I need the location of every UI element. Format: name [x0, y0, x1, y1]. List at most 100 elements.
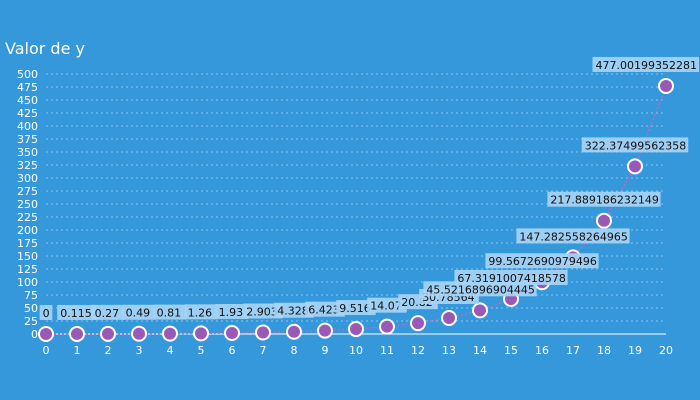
data-point — [379, 318, 395, 335]
y-tick-label: 400 — [17, 120, 38, 133]
data-label: 67.3191007418578 — [457, 272, 565, 285]
data-label: 9.516 — [339, 302, 371, 315]
y-tick-label: 225 — [17, 211, 38, 224]
data-label: 147.282558264965 — [519, 230, 627, 243]
data-label: 0.27 — [95, 307, 120, 320]
data-label: 477.00199352281 — [596, 59, 697, 72]
y-tick-label: 0 — [31, 328, 38, 341]
x-tick-label: 11 — [380, 344, 394, 357]
data-labels: 0 0.115 0.27 0.49 0.81 1.26 1.93 2.903 4.328 6.42… — [39, 56, 699, 320]
data-label-box — [215, 303, 249, 319]
data-label-box — [274, 302, 314, 318]
y-tick-label: 75 — [24, 289, 38, 302]
x-tick-label: 17 — [566, 344, 580, 357]
data-label-box — [547, 191, 661, 207]
y-tick-label: 325 — [17, 159, 38, 172]
data-label-box — [485, 253, 599, 269]
x-tick-label: 14 — [473, 344, 487, 357]
data-label: 4.328 — [277, 305, 309, 318]
data-label-box — [243, 303, 283, 319]
data-label-box — [57, 304, 97, 320]
data-label: 322.37499562358 — [585, 139, 686, 152]
y-tick-label: 100 — [17, 276, 38, 289]
data-label: 2.903 — [246, 305, 278, 318]
data-point — [131, 325, 147, 342]
x-tick-label: 18 — [597, 344, 611, 357]
data-label: 45.5216896904445 — [426, 283, 534, 296]
data-label: 217.889186232149 — [550, 194, 658, 207]
y-tick-label: 275 — [17, 185, 38, 198]
data-point — [224, 324, 240, 341]
x-tick-label: 19 — [628, 344, 642, 357]
y-tick-label: 500 — [17, 68, 38, 81]
data-label-box — [39, 305, 53, 320]
chart-title: Valor de y — [5, 39, 85, 58]
y-tick-label: 375 — [17, 133, 38, 146]
y-tick-label: 50 — [24, 302, 38, 315]
x-tick-label: 1 — [74, 344, 81, 357]
data-point — [69, 325, 85, 342]
x-tick-label: 3 — [136, 344, 143, 357]
x-tick-label: 16 — [535, 344, 549, 357]
data-label-box — [336, 300, 376, 316]
data-label-box — [153, 304, 187, 320]
data-point — [100, 325, 116, 342]
data-label: 0.115 — [60, 307, 92, 320]
data-point — [162, 325, 178, 342]
y-tick-label: 300 — [17, 172, 38, 185]
data-label-box — [592, 56, 699, 72]
data-point — [38, 326, 54, 342]
data-point — [410, 315, 426, 332]
y-tick-label: 25 — [24, 315, 38, 328]
data-point — [286, 323, 302, 340]
y-tick-label: 250 — [17, 198, 38, 211]
x-tick-label: 8 — [291, 344, 298, 357]
y-tick-label: 175 — [17, 237, 38, 250]
data-label-box — [581, 137, 689, 153]
data-label: 0 — [43, 307, 50, 320]
y-tick-label: 200 — [17, 224, 38, 237]
data-point — [348, 321, 364, 338]
x-tick-label: 2 — [105, 344, 112, 357]
y-tick-label: 350 — [17, 146, 38, 159]
x-tick-label: 15 — [504, 344, 518, 357]
data-label: 99.5672690979496 — [488, 255, 596, 268]
data-label: 14.07 — [370, 300, 402, 313]
data-point — [596, 212, 612, 229]
y-tick-label: 125 — [17, 263, 38, 276]
x-tick-label: 4 — [167, 344, 174, 357]
axes: 0255075100125150175200225250275300325350… — [17, 68, 673, 357]
x-tick-label: 12 — [411, 344, 425, 357]
x-tick-label: 20 — [659, 344, 673, 357]
data-label-box — [516, 228, 630, 244]
data-label-box — [454, 269, 568, 285]
data-label: 1.26 — [188, 306, 213, 319]
series-polyline — [45, 85, 667, 335]
y-tick-label: 450 — [17, 94, 38, 107]
data-point — [255, 324, 271, 341]
data-label-box — [305, 301, 345, 317]
data-label-box — [91, 304, 125, 320]
data-point — [317, 322, 333, 339]
data-point — [472, 302, 488, 319]
x-tick-label: 5 — [198, 344, 205, 357]
data-label: 1.93 — [219, 306, 244, 319]
data-point — [193, 325, 209, 342]
data-point — [658, 77, 674, 94]
x-tick-label: 13 — [442, 344, 456, 357]
x-tick-label: 7 — [260, 344, 267, 357]
data-label-box — [184, 304, 218, 320]
x-tick-label: 9 — [322, 344, 329, 357]
data-point — [441, 309, 457, 326]
data-label: 0.81 — [157, 307, 182, 320]
x-tick-label: 10 — [349, 344, 363, 357]
data-label: 6.423 — [308, 304, 340, 317]
y-tick-label: 425 — [17, 107, 38, 120]
y-tick-label: 150 — [17, 250, 38, 263]
data-point — [627, 158, 643, 175]
x-tick-label: 6 — [229, 344, 236, 357]
y-tick-label: 475 — [17, 81, 38, 94]
series-line — [45, 85, 667, 335]
data-label: 0.49 — [126, 307, 151, 320]
